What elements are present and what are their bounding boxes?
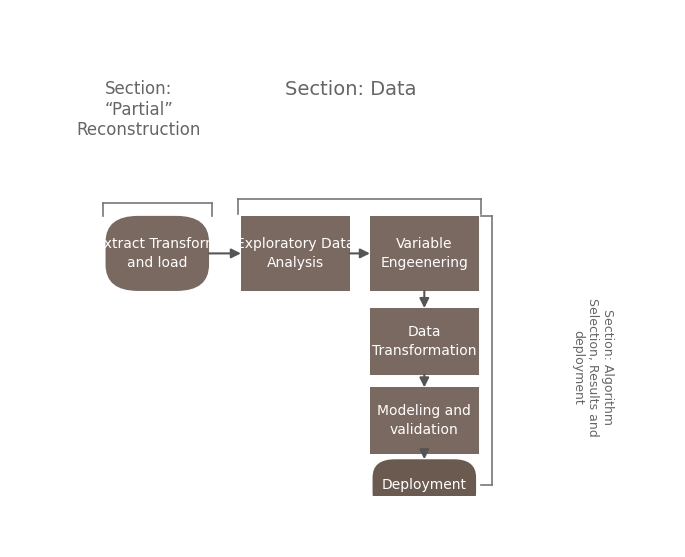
FancyBboxPatch shape <box>370 308 479 374</box>
Text: Extract Transform
and load: Extract Transform and load <box>95 237 219 270</box>
Text: Deployment: Deployment <box>382 478 466 492</box>
FancyBboxPatch shape <box>370 388 479 454</box>
Text: Exploratory Data
Analysis: Exploratory Data Analysis <box>236 237 355 270</box>
Text: Variable
Engeenering: Variable Engeenering <box>380 237 469 270</box>
Text: Section: Algorithm
Selection, Results and
deployment: Section: Algorithm Selection, Results an… <box>571 297 614 437</box>
FancyBboxPatch shape <box>105 216 209 291</box>
Text: Data
Transformation: Data Transformation <box>372 325 477 358</box>
FancyBboxPatch shape <box>370 216 479 291</box>
Text: Modeling and
validation: Modeling and validation <box>377 404 471 437</box>
FancyBboxPatch shape <box>373 460 476 511</box>
Text: Section: Data: Section: Data <box>286 80 416 99</box>
Text: Section:
“Partial”
Reconstruction: Section: “Partial” Reconstruction <box>77 80 201 139</box>
FancyBboxPatch shape <box>241 216 350 291</box>
